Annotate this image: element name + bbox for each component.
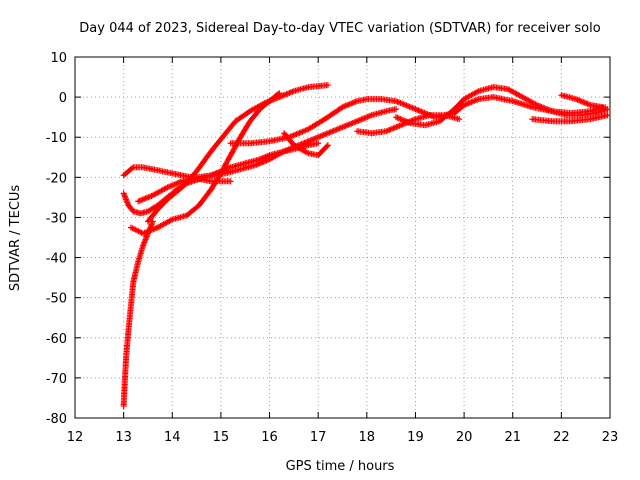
series-arc-11 (529, 112, 611, 125)
series-arc-12 (558, 92, 606, 111)
y-tick-label: -60 (46, 332, 67, 347)
x-tick-label: 17 (310, 430, 327, 445)
series-arc-9 (393, 84, 611, 129)
series-markers (136, 106, 398, 204)
series-arc-5 (144, 82, 331, 225)
chart-title: Day 044 of 2023, Sidereal Day-to-day VTE… (79, 21, 600, 36)
y-axis-label: SDTVAR / TECUs (8, 185, 23, 292)
y-tick-label: -30 (46, 211, 67, 226)
x-tick-label: 13 (115, 430, 132, 445)
series-markers (120, 220, 156, 408)
x-tick-label: 23 (602, 430, 619, 445)
series-markers (394, 84, 609, 128)
series-markers (560, 92, 605, 110)
x-tick-label: 19 (407, 430, 424, 445)
x-tick-label: 22 (553, 430, 570, 445)
y-tick-label: -70 (46, 372, 67, 387)
series-arc-1 (120, 218, 156, 409)
series-markers (145, 82, 330, 224)
grid (75, 57, 610, 418)
y-tick-label: -40 (46, 252, 67, 267)
x-tick-label: 12 (67, 430, 84, 445)
series-arc-6 (135, 106, 399, 205)
series-markers (530, 112, 609, 125)
series-markers (282, 131, 330, 158)
series-arc-10 (281, 130, 331, 159)
y-tick-label: 0 (59, 91, 67, 106)
x-tick-label: 14 (164, 430, 181, 445)
x-tick-label: 20 (456, 430, 473, 445)
y-tick-label: -50 (46, 292, 67, 307)
plot-frame (74, 56, 611, 419)
y-tick-label: -10 (46, 131, 67, 146)
y-tick-label: -20 (46, 171, 67, 186)
x-tick-label: 15 (213, 430, 230, 445)
series-markers (129, 91, 282, 236)
x-tick-label: 16 (261, 430, 278, 445)
y-tick-label: 10 (50, 51, 67, 66)
y-tick-label: -80 (46, 412, 67, 427)
axis-ticks: 12 13 14 15 16 17 18 19 20 21 22 23 10 0 -10 -20 -30 -40 -… (46, 51, 619, 445)
x-tick-label: 18 (359, 430, 376, 445)
x-tick-label: 21 (504, 430, 521, 445)
series-group (120, 82, 611, 409)
x-axis-label: GPS time / hours (286, 459, 395, 474)
